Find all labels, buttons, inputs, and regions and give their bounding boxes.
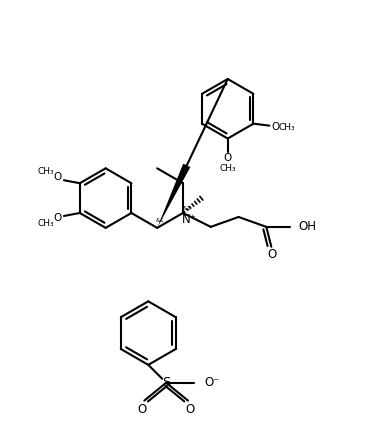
Text: O: O bbox=[138, 403, 147, 416]
Text: O⁻: O⁻ bbox=[204, 376, 219, 389]
Text: O: O bbox=[268, 248, 277, 261]
Text: &1: &1 bbox=[183, 206, 191, 211]
Text: CH₃: CH₃ bbox=[38, 167, 54, 176]
Text: O: O bbox=[224, 154, 232, 163]
Text: N⁺: N⁺ bbox=[182, 214, 196, 226]
Text: S: S bbox=[162, 376, 170, 389]
Text: O: O bbox=[54, 213, 62, 223]
Text: CH₃: CH₃ bbox=[219, 164, 236, 173]
Polygon shape bbox=[157, 164, 190, 228]
Text: CH₃: CH₃ bbox=[38, 220, 54, 228]
Text: &1: &1 bbox=[156, 218, 165, 223]
Text: O: O bbox=[54, 172, 62, 182]
Text: O: O bbox=[185, 403, 195, 416]
Text: CH₃: CH₃ bbox=[279, 123, 296, 132]
Text: OH: OH bbox=[298, 220, 316, 233]
Text: O: O bbox=[271, 122, 279, 132]
